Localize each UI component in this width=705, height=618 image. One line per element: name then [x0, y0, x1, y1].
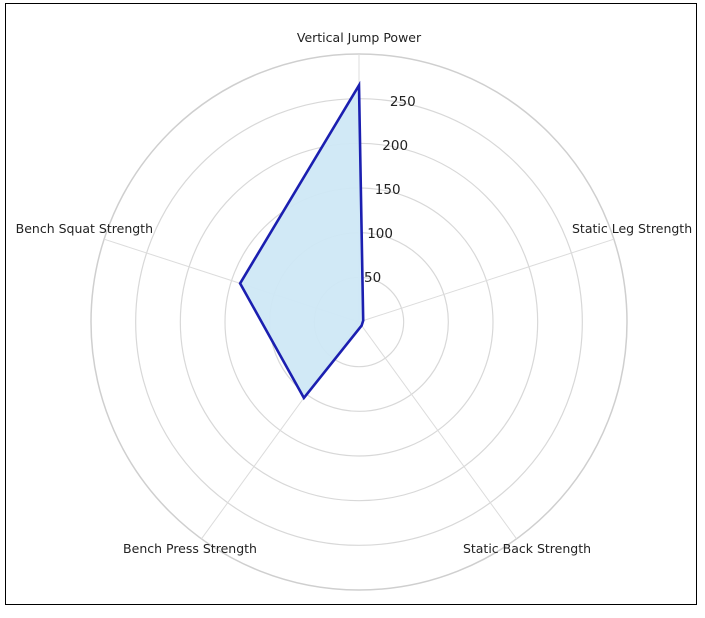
- axis-label-2: Static Back Strength: [463, 541, 591, 556]
- spoke-1: [358, 238, 615, 323]
- data-layer: [238, 80, 365, 401]
- axis-label-1: Static Leg Strength: [572, 221, 692, 236]
- axis-label-3: Bench Press Strength: [123, 541, 257, 556]
- tick-label-250: 250: [390, 94, 416, 110]
- tick-label-150: 150: [375, 182, 401, 198]
- tick-label-50: 50: [364, 270, 381, 286]
- tick-label-100: 100: [367, 226, 393, 242]
- axis-label-4: Bench Squat Strength: [16, 221, 153, 236]
- series-area-0: [238, 80, 365, 401]
- spoke-2: [358, 321, 517, 540]
- tick-label-200: 200: [382, 138, 408, 154]
- axis-label-0: Vertical Jump Power: [297, 30, 422, 45]
- tick-labels: 50 100 150 200 250: [364, 94, 416, 286]
- axis-labels: Vertical Jump Power Static Leg Strength St…: [16, 30, 693, 556]
